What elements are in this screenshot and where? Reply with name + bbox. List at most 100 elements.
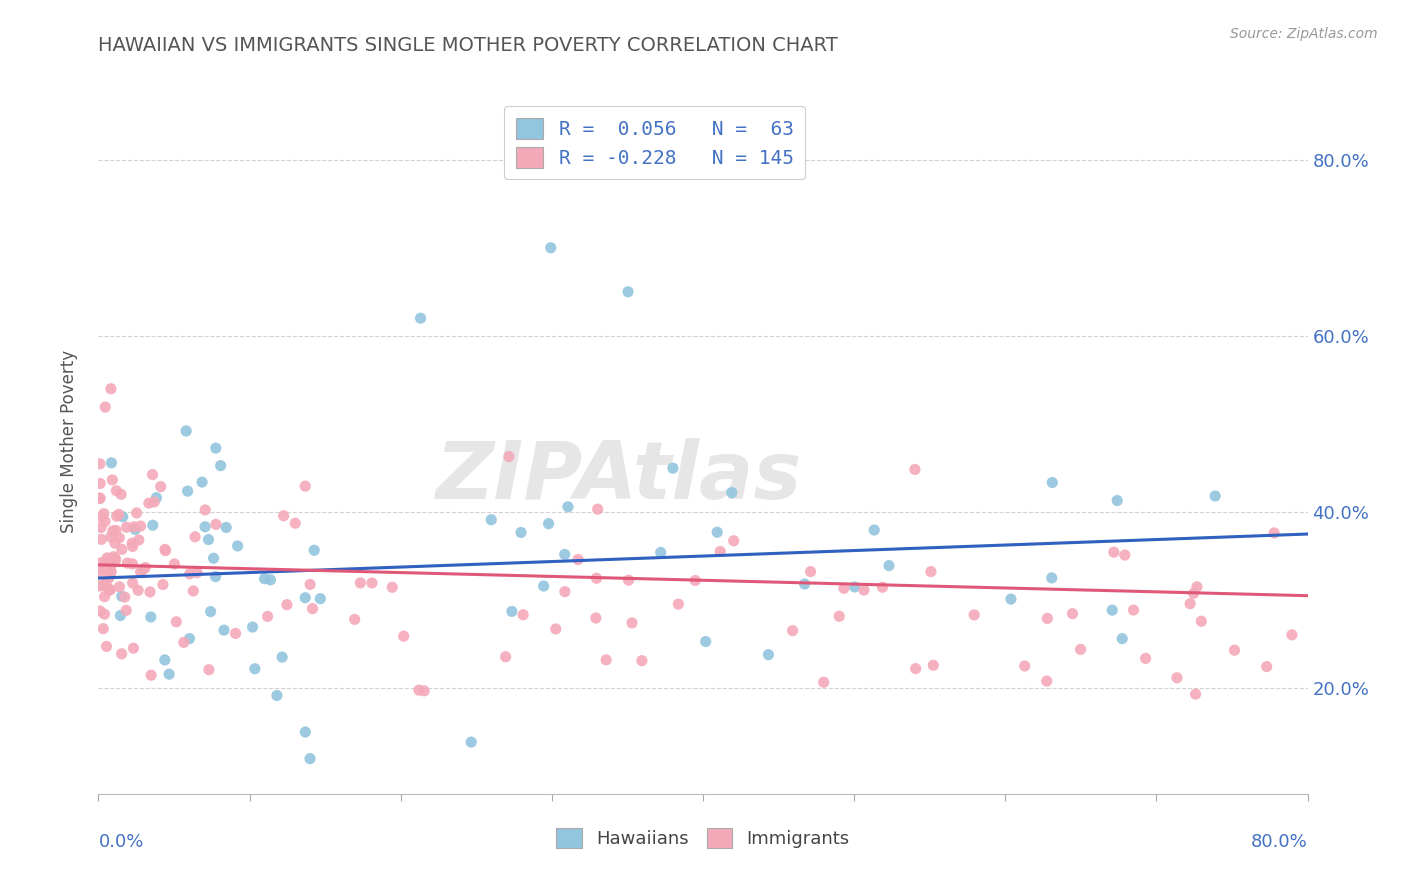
Point — [97, 555, 120, 569]
Point — [101, 524, 124, 538]
Point — [585, 571, 607, 585]
Point — [115, 520, 138, 534]
Point — [97, 571, 120, 585]
Point — [1184, 687, 1206, 701]
Point — [89, 565, 111, 579]
Point — [349, 575, 371, 590]
Point — [284, 516, 307, 531]
Point — [1185, 580, 1208, 594]
Point — [301, 601, 323, 615]
Point — [904, 462, 927, 476]
Point — [103, 549, 125, 564]
Point — [111, 589, 134, 603]
Point — [139, 585, 162, 599]
Point — [142, 518, 165, 533]
Point — [621, 615, 644, 630]
Point — [93, 607, 115, 622]
Point — [90, 520, 112, 534]
Point — [1122, 603, 1144, 617]
Point — [557, 500, 579, 514]
Point — [1102, 545, 1125, 559]
Point — [134, 560, 156, 574]
Point — [832, 582, 855, 596]
Point — [1107, 493, 1129, 508]
Point — [153, 653, 176, 667]
Point — [197, 533, 219, 547]
Point — [153, 542, 176, 557]
Point — [392, 629, 415, 643]
Point — [110, 487, 132, 501]
Point — [498, 450, 520, 464]
Point — [1256, 659, 1278, 673]
Point — [104, 524, 127, 538]
Point — [343, 612, 366, 626]
Point — [174, 424, 197, 438]
Point — [271, 650, 294, 665]
Point — [100, 456, 122, 470]
Point — [179, 566, 201, 581]
Text: 80.0%: 80.0% — [1251, 832, 1308, 851]
Point — [758, 648, 780, 662]
Point — [89, 556, 111, 570]
Point — [93, 590, 115, 604]
Point — [100, 582, 122, 597]
Point — [413, 683, 436, 698]
Point — [537, 516, 560, 531]
Point — [1040, 571, 1063, 585]
Point — [662, 461, 685, 475]
Point — [129, 519, 152, 533]
Point — [181, 584, 204, 599]
Point — [266, 689, 288, 703]
Point — [101, 473, 124, 487]
Text: ZIPAtlas: ZIPAtlas — [436, 438, 801, 516]
Point — [100, 565, 122, 579]
Point — [89, 476, 111, 491]
Point — [723, 533, 745, 548]
Point — [631, 654, 654, 668]
Point — [1062, 607, 1084, 621]
Point — [650, 545, 672, 559]
Point — [617, 573, 640, 587]
Point — [863, 523, 886, 537]
Point — [90, 533, 112, 547]
Point — [963, 607, 986, 622]
Point — [460, 735, 482, 749]
Point — [302, 543, 325, 558]
Point — [1036, 611, 1059, 625]
Point — [141, 467, 163, 482]
Point — [720, 485, 742, 500]
Point — [91, 562, 114, 576]
Point — [194, 503, 217, 517]
Point — [273, 508, 295, 523]
Point — [683, 574, 706, 588]
Point — [200, 605, 222, 619]
Point — [1281, 628, 1303, 642]
Point — [114, 590, 136, 604]
Point — [91, 578, 114, 592]
Point — [89, 457, 111, 471]
Point — [128, 533, 150, 547]
Point — [145, 491, 167, 505]
Point — [122, 641, 145, 656]
Point — [1114, 548, 1136, 562]
Point — [554, 547, 576, 561]
Point — [495, 649, 517, 664]
Point — [501, 604, 523, 618]
Point — [96, 640, 118, 654]
Point — [209, 458, 232, 473]
Point — [143, 495, 166, 509]
Point — [89, 491, 111, 505]
Point — [105, 483, 128, 498]
Point — [226, 539, 249, 553]
Point — [111, 509, 134, 524]
Point — [205, 517, 228, 532]
Point — [1182, 586, 1205, 600]
Y-axis label: Single Mother Poverty: Single Mother Poverty — [59, 350, 77, 533]
Point — [186, 566, 208, 580]
Point — [1263, 525, 1285, 540]
Point — [533, 579, 555, 593]
Point — [225, 626, 247, 640]
Point — [666, 597, 689, 611]
Point — [852, 583, 875, 598]
Point — [381, 580, 404, 594]
